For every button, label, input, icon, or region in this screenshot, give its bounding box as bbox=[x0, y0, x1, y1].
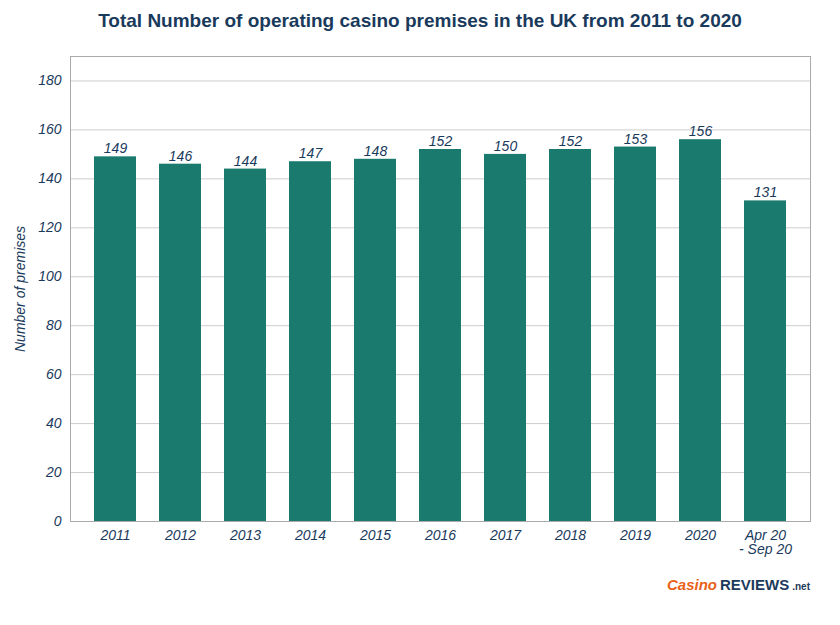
svg-text:156: 156 bbox=[689, 123, 713, 139]
svg-text:2018: 2018 bbox=[554, 527, 586, 543]
svg-text:Number of premises: Number of premises bbox=[12, 226, 28, 352]
svg-text:2015: 2015 bbox=[359, 527, 391, 543]
svg-text:2019: 2019 bbox=[619, 527, 651, 543]
svg-text:153: 153 bbox=[624, 131, 648, 147]
svg-text:2014: 2014 bbox=[294, 527, 326, 543]
svg-text:20: 20 bbox=[45, 464, 62, 480]
svg-text:144: 144 bbox=[234, 153, 258, 169]
svg-text:2017: 2017 bbox=[489, 527, 522, 543]
svg-text:180: 180 bbox=[38, 72, 62, 88]
svg-text:40: 40 bbox=[46, 415, 62, 431]
svg-text:147: 147 bbox=[299, 145, 324, 161]
svg-text:2013: 2013 bbox=[229, 527, 261, 543]
svg-text:152: 152 bbox=[429, 133, 453, 149]
svg-text:146: 146 bbox=[169, 148, 193, 164]
svg-text:2011: 2011 bbox=[99, 527, 130, 543]
svg-text:120: 120 bbox=[38, 219, 62, 235]
svg-text:131: 131 bbox=[754, 184, 777, 200]
svg-text:0: 0 bbox=[54, 513, 62, 529]
svg-text:Apr 20- Sep 20: Apr 20- Sep 20 bbox=[739, 527, 792, 557]
svg-text:100: 100 bbox=[38, 268, 62, 284]
svg-text:2012: 2012 bbox=[164, 527, 196, 543]
svg-text:160: 160 bbox=[38, 121, 62, 137]
svg-text:60: 60 bbox=[46, 366, 62, 382]
svg-text:2016: 2016 bbox=[424, 527, 456, 543]
svg-text:150: 150 bbox=[494, 138, 518, 154]
svg-text:140: 140 bbox=[38, 170, 62, 186]
svg-text:2020: 2020 bbox=[684, 527, 716, 543]
svg-text:149: 149 bbox=[104, 140, 128, 156]
html-text:Total Number of operating casi: Total Number of operating casino premise… bbox=[98, 10, 742, 31]
html-text:Casino REVIEWS.net: Casino REVIEWS.net bbox=[667, 576, 810, 593]
svg-text:152: 152 bbox=[559, 133, 583, 149]
svg-text:80: 80 bbox=[46, 317, 62, 333]
svg-text:148: 148 bbox=[364, 143, 388, 159]
